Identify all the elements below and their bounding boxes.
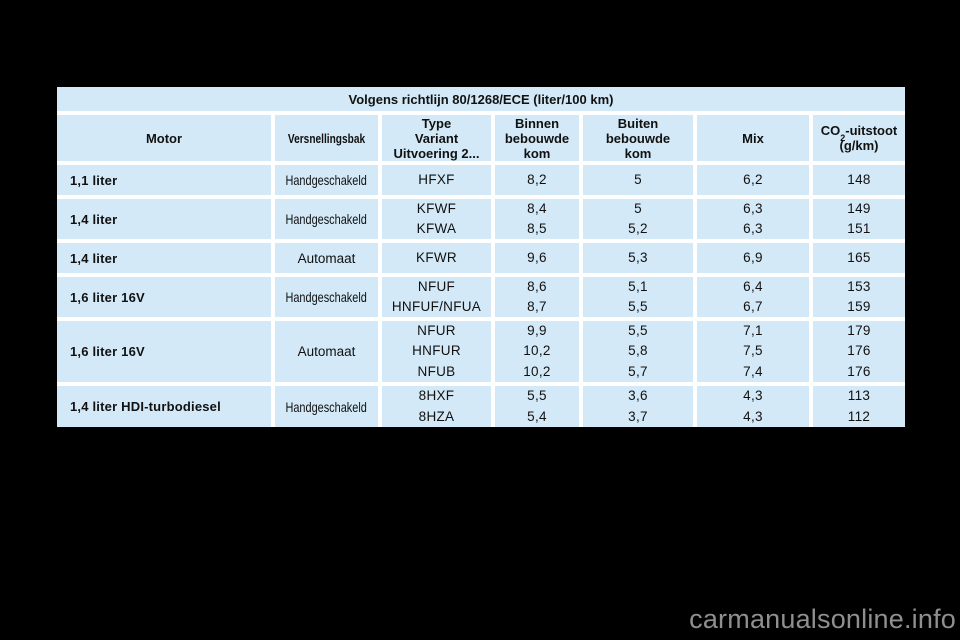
motor-cell: 1,4 liter HDI-turbodiesel <box>57 386 271 427</box>
mix-consumption-cell: 7,1 7,5 7,4 <box>697 321 809 382</box>
co2-emission-cell: 165 <box>813 243 905 273</box>
gearbox-cell: Automaat <box>275 321 378 382</box>
extra-urban-consumption-cell: 5,5 5,8 5,7 <box>583 321 693 382</box>
type-variant-cell: KFWF KFWA <box>382 199 491 239</box>
urban-consumption-cell: 8,6 8,7 <box>495 277 579 317</box>
table-title: Volgens richtlijn 80/1268/ECE (liter/100… <box>57 87 905 111</box>
extra-urban-consumption-cell: 5,1 5,5 <box>583 277 693 317</box>
extra-urban-consumption-cell: 5 5,2 <box>583 199 693 239</box>
co2-emission-cell: 153 159 <box>813 277 905 317</box>
col-header-urban: Binnen bebouwde kom <box>495 115 579 161</box>
mix-consumption-cell: 6,9 <box>697 243 809 273</box>
urban-consumption-cell: 5,5 5,4 <box>495 386 579 427</box>
co2-emission-cell: 149 151 <box>813 199 905 239</box>
type-variant-cell: HFXF <box>382 165 491 195</box>
type-variant-cell: NFUR HNFUR NFUB <box>382 321 491 382</box>
col-header-type-variant: Type Variant Uitvoering 2... <box>382 115 491 161</box>
col-header-gearbox: Versnellingsbak <box>275 115 378 161</box>
col-header-gearbox-label: Versnellingsbak <box>287 130 366 146</box>
fuel-consumption-table: Volgens richtlijn 80/1268/ECE (liter/100… <box>57 87 905 427</box>
co2-suffix: -uitstoot <box>845 123 898 138</box>
co2-label-line: CO2-uitstoot <box>820 123 898 142</box>
col-header-co2: CO2-uitstoot (g/km) <box>813 115 905 161</box>
motor-cell: 1,4 liter <box>57 243 271 273</box>
col-header-extra-urban: Buiten bebouwde kom <box>583 115 693 161</box>
co2-emission-cell: 113 112 <box>813 386 905 427</box>
co2-subscript: 2 <box>840 132 846 143</box>
mix-consumption-cell: 4,3 4,3 <box>697 386 809 427</box>
type-variant-cell: NFUF HNFUF/NFUA <box>382 277 491 317</box>
motor-cell: 1,1 liter <box>57 165 271 195</box>
motor-cell: 1,6 liter 16V <box>57 277 271 317</box>
gearbox-label: Handgeschakeld <box>285 289 368 305</box>
gearbox-cell: Handgeschakeld <box>275 277 378 317</box>
gearbox-cell: Handgeschakeld <box>275 199 378 239</box>
co2-emission-cell: 148 <box>813 165 905 195</box>
co2-unit: (g/km) <box>839 138 879 153</box>
extra-urban-consumption-cell: 5,3 <box>583 243 693 273</box>
motor-cell: 1,6 liter 16V <box>57 321 271 382</box>
urban-consumption-cell: 9,6 <box>495 243 579 273</box>
co2-prefix: CO <box>820 123 841 138</box>
gearbox-label: Handgeschakeld <box>285 211 368 227</box>
gearbox-cell: Handgeschakeld <box>275 165 378 195</box>
urban-consumption-cell: 9,9 10,2 10,2 <box>495 321 579 382</box>
col-header-motor: Motor <box>57 115 271 161</box>
gearbox-label: Handgeschakeld <box>285 398 368 415</box>
type-variant-cell: 8HXF 8HZA <box>382 386 491 427</box>
extra-urban-consumption-cell: 5 <box>583 165 693 195</box>
extra-urban-consumption-cell: 3,6 3,7 <box>583 386 693 427</box>
gearbox-cell: Automaat <box>275 243 378 273</box>
mix-consumption-cell: 6,2 <box>697 165 809 195</box>
col-header-mix: Mix <box>697 115 809 161</box>
watermark: carmanualsonline.info <box>689 604 956 634</box>
mix-consumption-cell: 6,3 6,3 <box>697 199 809 239</box>
urban-consumption-cell: 8,4 8,5 <box>495 199 579 239</box>
mix-consumption-cell: 6,4 6,7 <box>697 277 809 317</box>
urban-consumption-cell: 8,2 <box>495 165 579 195</box>
motor-cell: 1,4 liter <box>57 199 271 239</box>
gearbox-label: Handgeschakeld <box>285 172 368 188</box>
co2-emission-cell: 179 176 176 <box>813 321 905 382</box>
gearbox-cell: Handgeschakeld <box>275 386 378 427</box>
type-variant-cell: KFWR <box>382 243 491 273</box>
